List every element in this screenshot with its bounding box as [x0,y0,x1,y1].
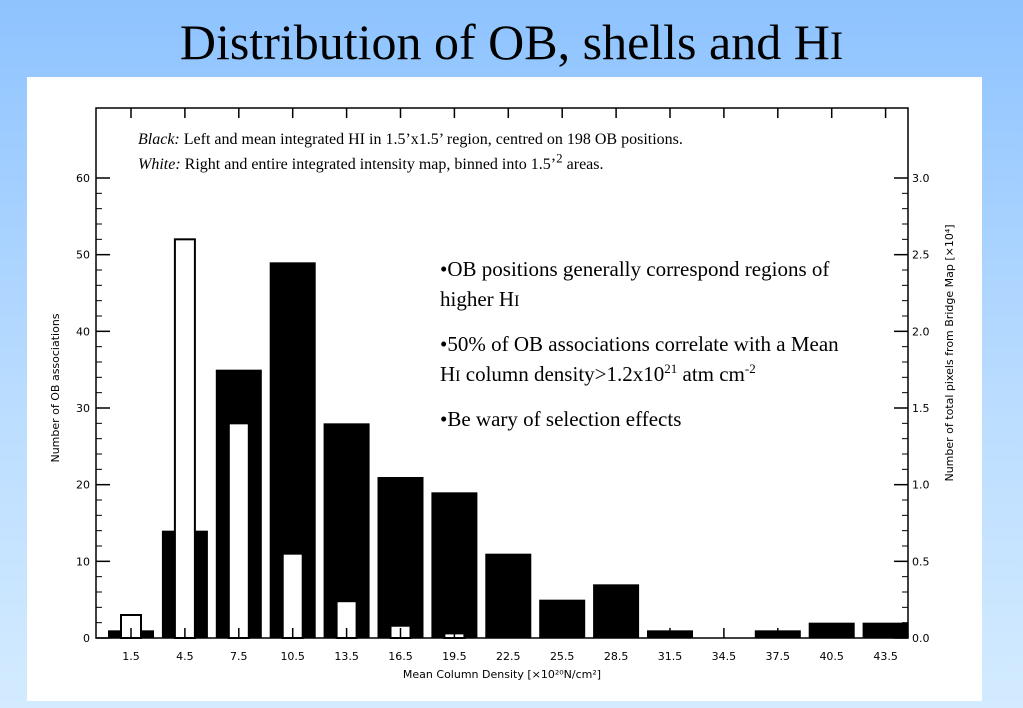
plot-frame [95,107,909,639]
bullet-1-sc: I [514,293,520,310]
x-tick-label: 43.5 [873,650,898,663]
legend-white-text-2: areas. [562,156,604,173]
right-tick-label: 0.0 [912,632,930,645]
bullet-3-text: •Be wary of selection effects [440,407,682,431]
x-tick-label: 7.5 [230,650,248,663]
bullet-2-sup-2: -2 [744,361,756,376]
bullet-2-text-1: •50% of OB associations correlate with a… [440,332,839,386]
slide-title-smallcaps: I [829,23,844,68]
bullet-1-text: •OB positions generally correspond regio… [440,257,830,311]
white-bar [227,422,250,640]
left-tick-label: 60 [76,172,90,185]
slide-title-text: Distribution of OB, shells and H [179,14,830,70]
right-tick-label: 0.5 [912,555,930,568]
black-bar [431,492,478,638]
legend-black-text-1: Left and mean integrated H [179,131,360,148]
histogram-chart: 0 10 20 30 40 50 60 0.0 0.5 1.0 1.5 2.0 2.5 3.0 1.5 4.5… [49,107,956,681]
x-tick-label: 19.5 [442,650,467,663]
left-tick-label: 20 [76,479,90,492]
bullet-3: •Be wary of selection effects [440,404,840,434]
right-tick-label: 1.5 [912,402,930,415]
x-tick-label: 37.5 [766,650,791,663]
axis-labels: Mean Column Density [×10²⁰N/cm²] Number o… [49,224,956,681]
white-bar [173,238,196,639]
left-tick-label: 30 [76,402,90,415]
right-tick-label: 2.0 [912,325,930,338]
white-bars [120,238,466,640]
white-bar [281,552,304,639]
bullet-2-text-3: atm cm [677,362,745,386]
x-tick-label: 1.5 [122,650,140,663]
left-tick-label: 50 [76,249,90,262]
x-axis-label: Mean Column Density [×10²⁰N/cm²] [403,668,601,681]
right-tick-label: 3.0 [912,172,930,185]
legend-black-text-2: in 1.5’x1.5’ region, centred on 198 OB p… [365,131,683,148]
x-tick-label: 31.5 [658,650,683,663]
x-tick-label: 28.5 [604,650,629,663]
x-tick-label: 22.5 [496,650,521,663]
y-axis-label-right: Number of total pixels from Bridge Map [… [943,224,956,481]
legend-black-line: Black: Left and mean integrated HI in 1.… [138,127,828,152]
x-tick-label: 16.5 [388,650,413,663]
bullet-list: •OB positions generally correspond regio… [440,254,840,446]
legend-white-sup: 2 [556,150,563,166]
right-tick-label: 2.5 [912,249,930,262]
legend-block: Black: Left and mean integrated HI in 1.… [138,127,828,177]
black-bar [485,553,532,638]
left-tick-label: 40 [76,325,90,338]
x-tick-label: 25.5 [550,650,575,663]
legend-white-text-1: Right and entire integrated intensity ma… [180,156,557,173]
x-tick-label: 34.5 [712,650,737,663]
legend-black-sc: I [359,131,365,148]
bullet-2-text-2: column density>1.2x10 [460,362,665,386]
x-tick-label: 4.5 [176,650,194,663]
axes [95,107,909,639]
slide-title: Distribution of OB, shells and HI [0,10,1023,78]
y-axis-label-left: Number of OB associations [49,313,62,462]
x-tick-label: 40.5 [819,650,844,663]
legend-black-label: Black: [138,131,180,148]
ticks: 0 10 20 30 40 50 60 0.0 0.5 1.0 1.5 2.0 2.5 3.0 1.5 4.5… [76,108,930,663]
right-tick-label: 1.0 [912,479,930,492]
x-tick-label: 13.5 [334,650,359,663]
bullet-2-sup-1: 21 [664,361,678,376]
x-tick-label: 10.5 [280,650,305,663]
bullet-2-sc: I [455,368,461,385]
black-bar [377,477,424,638]
left-tick-label: 10 [76,555,90,568]
bullet-2: •50% of OB associations correlate with a… [440,329,840,392]
left-tick-label: 0 [83,632,90,645]
legend-white-line: White: Right and entire integrated inten… [138,152,828,177]
bullet-1: •OB positions generally correspond regio… [440,254,840,317]
legend-white-label: White: [138,156,181,173]
